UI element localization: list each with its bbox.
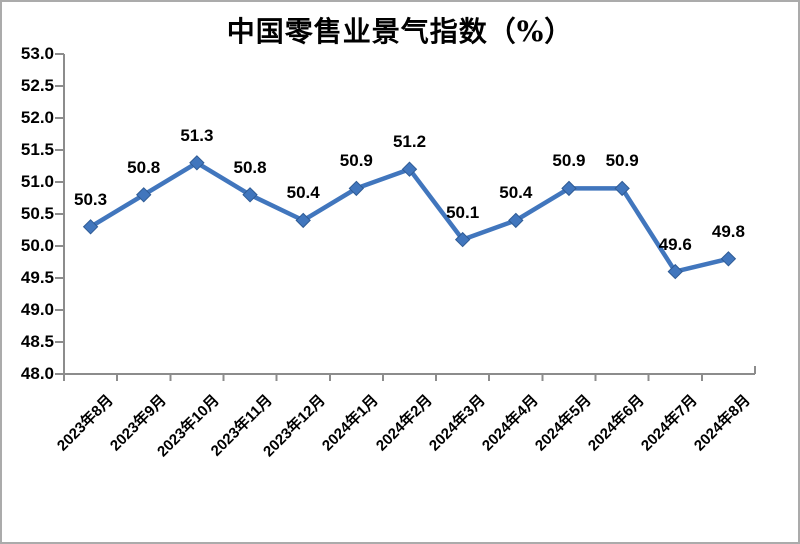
data-point-marker [189, 155, 205, 171]
y-axis-tick-label: 48.5 [20, 332, 54, 351]
data-label: 50.1 [446, 202, 480, 222]
y-axis-tick-label: 48.0 [20, 364, 54, 383]
y-axis-tick-label: 52.0 [20, 108, 54, 127]
data-point-marker [720, 251, 737, 267]
data-point-marker [508, 212, 524, 229]
data-label: 49.6 [658, 234, 692, 254]
data-label: 50.8 [127, 157, 161, 177]
data-point-marker [348, 180, 365, 197]
data-point-marker [561, 180, 577, 197]
data-label: 50.9 [339, 151, 373, 171]
data-point-marker [667, 263, 683, 280]
y-axis-tick-label: 53.0 [20, 44, 54, 63]
y-axis-tick-label: 52.5 [20, 76, 54, 95]
data-label: 50.3 [74, 189, 108, 209]
y-axis-tick-label: 49.0 [20, 300, 54, 319]
y-axis-tick-label: 51.5 [20, 140, 54, 159]
line-series [88, 160, 731, 274]
data-point-marker [401, 161, 418, 177]
data-point-marker [614, 180, 630, 197]
chart-title: 中国零售业景气指数（%） [226, 15, 574, 48]
data-point-marker [454, 231, 471, 248]
data-label: 51.2 [392, 132, 427, 152]
y-axis-tick-label: 50.0 [20, 236, 54, 255]
data-label: 50.4 [286, 183, 320, 203]
data-label: 50.9 [605, 151, 639, 171]
data-label: 51.3 [180, 125, 214, 145]
data-label: 50.9 [552, 151, 586, 171]
y-axis-tick-label: 49.5 [20, 268, 54, 287]
data-point-marker [295, 212, 311, 229]
y-axis-tick-label: 50.5 [20, 204, 54, 223]
data-label: 49.8 [711, 221, 745, 241]
data-label: 50.4 [499, 183, 533, 203]
data-point-marker [242, 187, 258, 203]
data-point-marker [82, 219, 99, 235]
data-label: 50.8 [233, 157, 267, 177]
data-point-marker [136, 187, 152, 203]
y-axis-tick-label: 51.0 [20, 172, 54, 191]
